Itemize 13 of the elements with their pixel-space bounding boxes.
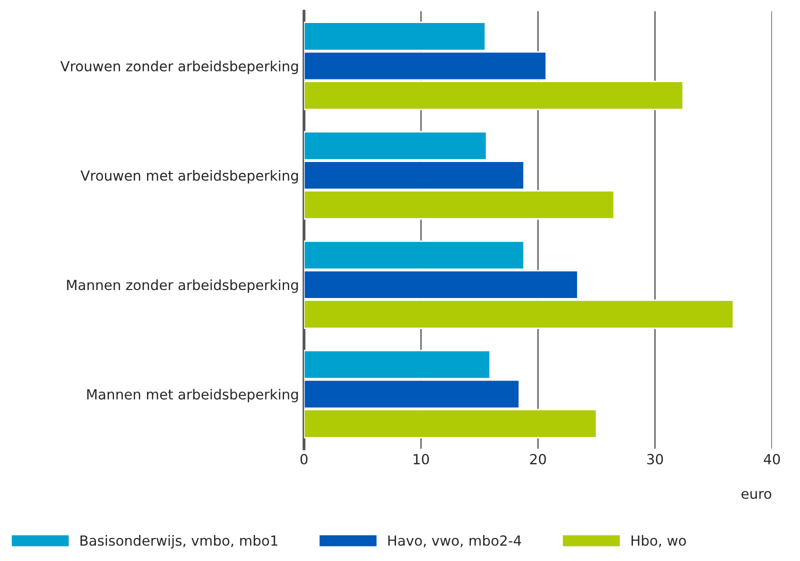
x-axis-title: euro	[742, 490, 772, 499]
x-tick-label: 0	[300, 454, 308, 464]
legend-label: Havo, vwo, mbo2-4	[388, 535, 522, 548]
legend-label: Hbo, wo	[632, 535, 686, 548]
legend-label: Basisonderwijs, vmbo, mbo1	[80, 535, 278, 548]
y-tick-label: Mannen zonder arbeidsbeperking	[67, 279, 298, 293]
y-tick-label: Vrouwen zonder arbeidsbeperking	[60, 60, 298, 74]
y-tick-label: Vrouwen met arbeidsbeperking	[80, 170, 298, 184]
x-tick-label: 20	[530, 454, 546, 464]
x-tick-label: 10	[414, 454, 429, 464]
y-tick-label: Mannen met arbeidsbeperking	[87, 388, 298, 402]
x-tick-label: 30	[647, 454, 663, 464]
x-tick-label: 40	[764, 454, 780, 464]
